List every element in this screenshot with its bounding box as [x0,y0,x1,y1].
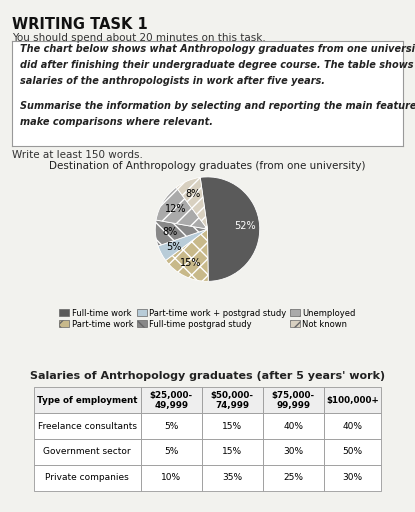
Wedge shape [155,220,208,246]
Wedge shape [158,229,208,261]
Text: The chart below shows what Anthropology graduates from one university: The chart below shows what Anthropology … [20,44,415,54]
Wedge shape [156,187,208,229]
Wedge shape [166,229,208,282]
Wedge shape [200,177,260,281]
Text: 12%: 12% [165,204,186,215]
Text: 8%: 8% [162,227,178,237]
Text: did after finishing their undergraduate degree course. The table shows the: did after finishing their undergraduate … [20,60,415,70]
Legend: Full-time work, Part-time work, Part-time work + postgrad study, Full-time postg: Full-time work, Part-time work, Part-tim… [56,305,359,332]
Wedge shape [176,177,208,229]
Text: 15%: 15% [180,258,202,268]
Text: Destination of Anthropology graduates (from one university): Destination of Anthropology graduates (f… [49,161,366,171]
Text: make comparisons where relevant.: make comparisons where relevant. [20,117,213,126]
Text: Summarise the information by selecting and reporting the main features, and: Summarise the information by selecting a… [20,101,415,111]
Text: 8%: 8% [186,189,201,199]
Text: Write at least 150 words.: Write at least 150 words. [12,150,143,160]
Text: WRITING TASK 1: WRITING TASK 1 [12,17,148,32]
Text: salaries of the anthropologists in work after five years.: salaries of the anthropologists in work … [20,76,325,86]
Text: 5%: 5% [166,242,182,252]
Text: 52%: 52% [234,221,256,231]
Text: You should spend about 20 minutes on this task.: You should spend about 20 minutes on thi… [12,33,266,43]
Text: Salaries of Antrhopology graduates (after 5 years' work): Salaries of Antrhopology graduates (afte… [30,371,385,381]
